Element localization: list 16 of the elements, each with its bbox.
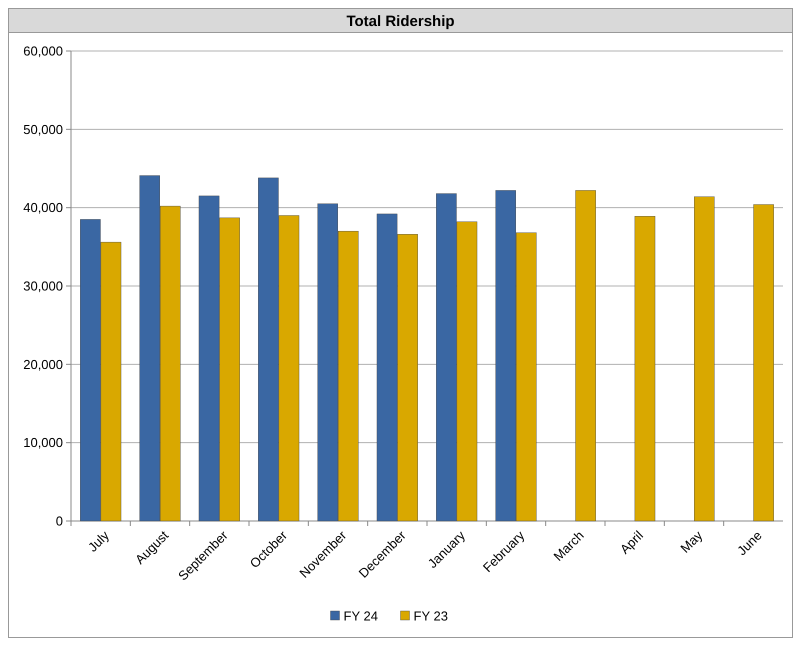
bar: [575, 190, 596, 522]
y-tick-label: 20,000: [23, 356, 63, 372]
x-tick-label: May: [677, 527, 706, 556]
legend-label: FY 24: [344, 608, 378, 624]
y-tick-label: 30,000: [23, 278, 63, 294]
bar: [634, 216, 656, 522]
y-tick-label: 0: [56, 514, 63, 529]
y-tick-label: 10,000: [23, 435, 63, 450]
y-tick-label: 50,000: [23, 122, 63, 137]
bar: [694, 196, 715, 522]
x-tick-label: July: [85, 527, 112, 555]
legend-label: FY 23: [414, 608, 448, 624]
chart-title: Total Ridership: [346, 13, 455, 30]
y-tick-label: 60,000: [23, 44, 63, 59]
bar: [753, 204, 774, 522]
y-tick-label: 40,000: [23, 200, 63, 216]
